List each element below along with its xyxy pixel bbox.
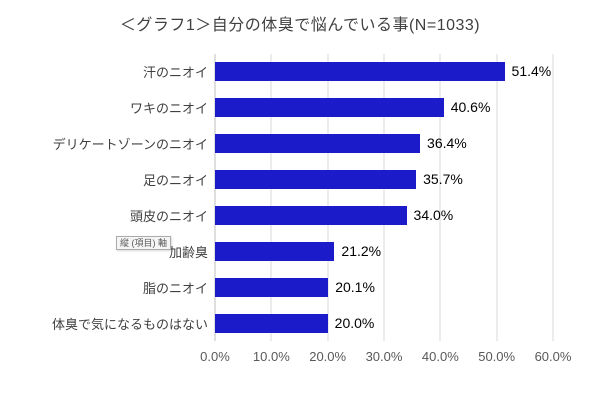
category-label: 体臭で気になるものはない xyxy=(51,316,208,332)
x-tick-label: 10.0% xyxy=(252,349,290,364)
bar xyxy=(215,98,444,118)
gridline xyxy=(552,54,554,341)
bar-track: 51.4% xyxy=(215,62,553,82)
value-label: 36.4% xyxy=(427,135,467,152)
x-tick-label: 0.0% xyxy=(200,349,230,364)
value-label: 21.2% xyxy=(341,242,382,259)
value-label: 51.4% xyxy=(511,63,552,80)
bar xyxy=(215,170,417,190)
category-label: 汗のニオイ xyxy=(142,65,208,81)
bar-track: 40.6% xyxy=(215,98,553,118)
gridline xyxy=(214,54,216,341)
category-label: 脂のニオイ xyxy=(142,280,208,296)
chart-row: 足のニオイ 35.7% xyxy=(0,162,600,198)
bar xyxy=(215,277,329,297)
x-tick-label: 30.0% xyxy=(365,349,403,364)
category-label: 加齢臭 xyxy=(168,244,208,260)
chart-title: ＜グラフ1＞自分の体臭で悩んでいる事(N=1033) xyxy=(119,17,481,34)
chart-row: 体臭で気になるものはない 20.0% xyxy=(0,305,600,341)
chart-row: 加齢臭 21.2% xyxy=(0,233,600,269)
gridline xyxy=(439,54,441,341)
axis-tooltip: 縦 (項目) 軸 xyxy=(116,236,171,250)
x-tick-label: 40.0% xyxy=(421,349,459,364)
x-tick-label: 60.0% xyxy=(534,349,572,364)
value-label: 34.0% xyxy=(413,206,454,223)
bar xyxy=(215,205,407,225)
value-label: 20.1% xyxy=(335,278,375,295)
category-label: 頭皮のニオイ xyxy=(129,208,208,224)
bar-track: 35.7% xyxy=(215,170,553,190)
bar-track: 21.2% xyxy=(215,241,553,261)
gridline xyxy=(327,54,329,341)
category-label: 足のニオイ xyxy=(142,173,208,189)
chart-row: 汗のニオイ 51.4% xyxy=(0,54,600,90)
bar xyxy=(215,62,505,82)
bar-track: 36.4% xyxy=(215,134,553,154)
x-tick-label: 20.0% xyxy=(309,349,347,364)
bar-track: 34.0% xyxy=(215,205,553,225)
chart-row: 頭皮のニオイ 34.0% xyxy=(0,198,600,234)
chart-row: ワキのニオイ 40.6% xyxy=(0,90,600,126)
value-label: 40.6% xyxy=(450,99,491,116)
gridline xyxy=(270,54,272,341)
chart-rows: 汗のニオイ 51.4% ワキのニオイ 40.6% デリケートゾーンのニオイ 36.4% 足の… xyxy=(0,54,600,341)
gridline xyxy=(496,54,498,341)
bar xyxy=(215,313,328,333)
value-label: 20.0% xyxy=(334,314,375,331)
bar xyxy=(215,134,421,154)
bar xyxy=(215,241,335,261)
value-label: 35.7% xyxy=(423,171,463,188)
bar-track: 20.1% xyxy=(215,277,553,297)
bar-track: 20.0% xyxy=(215,313,553,333)
x-axis-tick-labels: 0.0% 10.0% 20.0% 30.0% 40.0% 50.0% 60.0% xyxy=(200,349,571,367)
x-tick-label: 50.0% xyxy=(478,349,516,364)
gridline xyxy=(383,54,385,341)
category-label: デリケートゾーンのニオイ xyxy=(52,137,208,153)
category-label: ワキのニオイ xyxy=(129,101,208,117)
chart-row: 脂のニオイ 20.1% xyxy=(0,269,600,305)
gridlines xyxy=(214,54,554,341)
chart-row: デリケートゾーンのニオイ 36.4% xyxy=(0,126,600,162)
